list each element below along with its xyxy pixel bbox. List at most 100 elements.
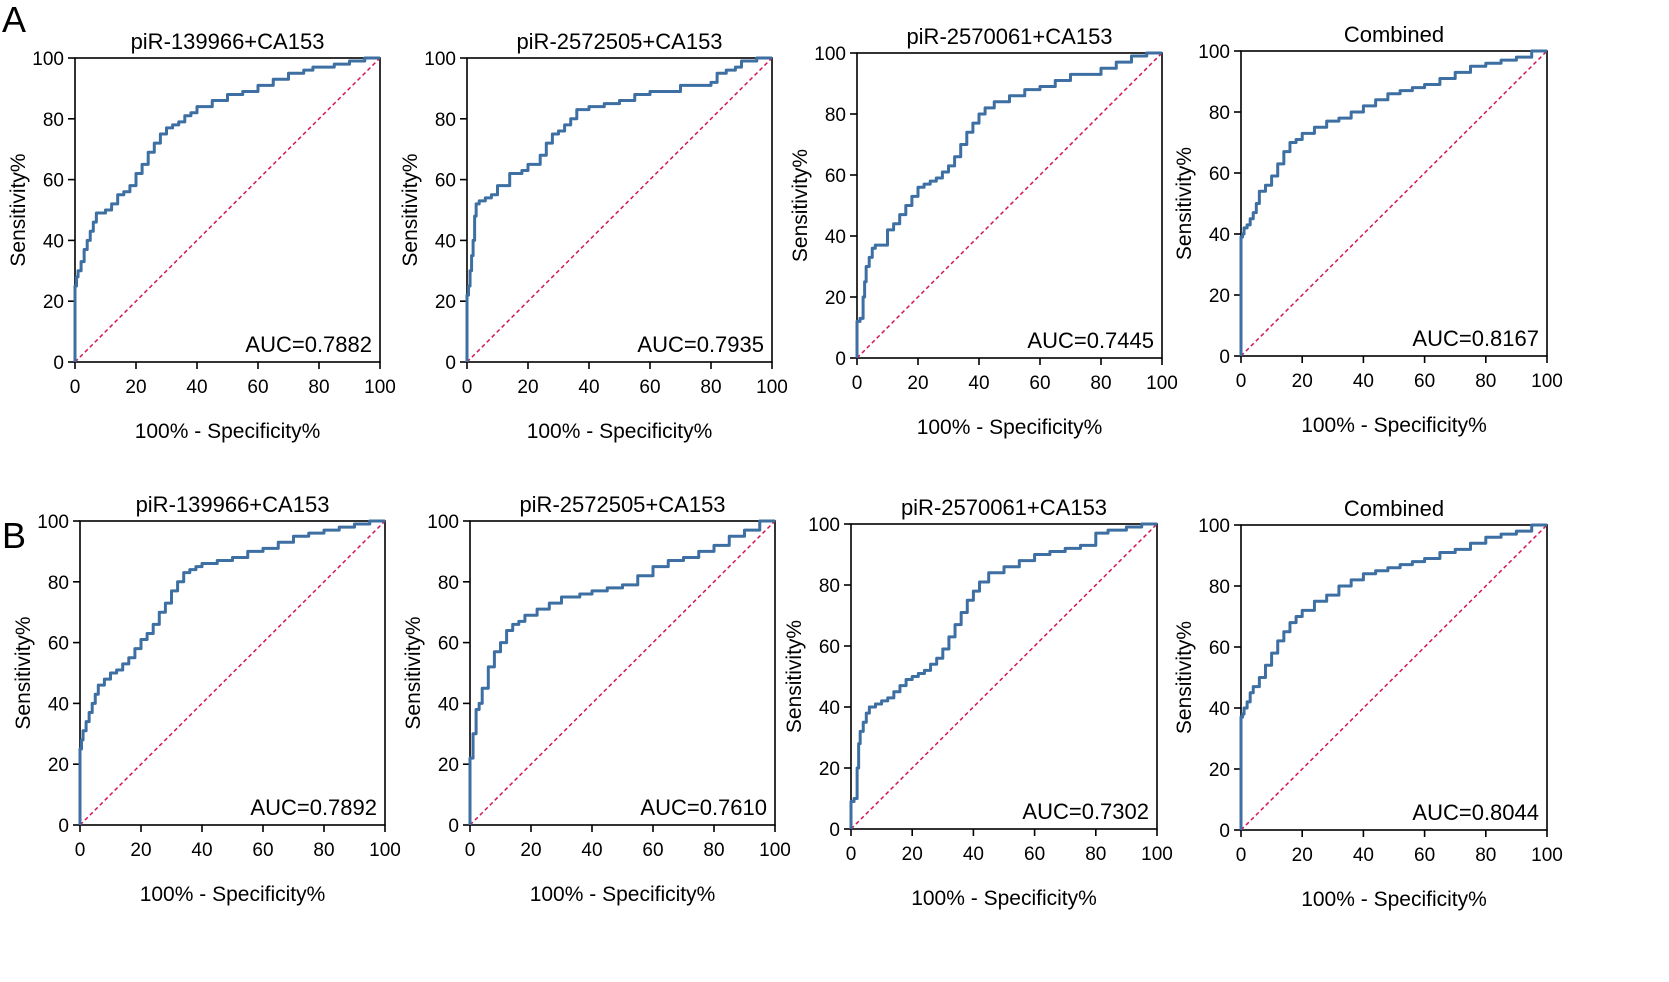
x-tick-label: 100 — [756, 377, 788, 398]
plot-frame — [466, 57, 773, 363]
chart-title: piR-139966+CA153 — [131, 29, 325, 54]
plot-frame — [850, 523, 1158, 830]
y-axis-label: Sensitivity% — [12, 616, 35, 729]
y-tick-label: 80 — [1209, 577, 1230, 598]
x-axis-label: 100% - Specificity% — [140, 883, 326, 906]
chart-title: piR-2570061+CA153 — [901, 495, 1107, 520]
x-axis-label: 100% - Specificity% — [1301, 888, 1487, 911]
y-tick-label: 80 — [1209, 103, 1230, 124]
auc-label: AUC=0.7302 — [1022, 799, 1149, 824]
x-tick-label: 20 — [902, 844, 923, 865]
x-tick-label: 20 — [125, 377, 146, 398]
x-tick-label: 40 — [581, 840, 602, 861]
x-tick-label: 60 — [642, 840, 663, 861]
x-tick-label: 100 — [1531, 371, 1563, 392]
y-tick-label: 20 — [819, 759, 840, 780]
y-tick-label: 40 — [1209, 225, 1230, 246]
roc-chart-2: piR-2572505+CA153 0 20 40 60 80 100 0 20 40 60 80 10… — [399, 29, 788, 443]
y-axis-label: Sensitivity% — [402, 616, 425, 729]
x-axis-label: 100% - Specificity% — [917, 416, 1103, 439]
y-tick-label: 40 — [825, 227, 846, 248]
x-tick-label: 60 — [1414, 371, 1435, 392]
y-tick-label: 20 — [43, 292, 64, 313]
y-tick-label: 80 — [435, 110, 456, 131]
y-tick-label: 60 — [1209, 164, 1230, 185]
roc-chart-3: piR-2570061+CA153 0 20 40 60 80 100 0 20 40 60 80 10… — [789, 24, 1178, 439]
reference-diagonal — [856, 52, 1163, 359]
y-tick-label: 40 — [48, 694, 69, 715]
x-tick-label: 40 — [191, 840, 212, 861]
x-tick-label: 80 — [1085, 844, 1106, 865]
reference-diagonal — [466, 57, 773, 363]
x-tick-label: 60 — [1024, 844, 1045, 865]
y-tick-label: 60 — [825, 166, 846, 187]
roc-curve — [855, 51, 1162, 358]
plot-frame — [469, 520, 776, 826]
x-tick-label: 0 — [852, 373, 863, 394]
y-tick-label: 100 — [32, 49, 64, 70]
y-tick-label: 0 — [829, 820, 840, 841]
x-tick-label: 40 — [578, 377, 599, 398]
y-tick-label: 0 — [58, 816, 69, 837]
y-tick-label: 100 — [424, 49, 456, 70]
y-tick-label: 60 — [435, 171, 456, 192]
roc-curve — [78, 519, 385, 825]
chart-title: Combined — [1344, 496, 1444, 521]
x-tick-label: 100 — [759, 840, 791, 861]
y-tick-label: 60 — [1209, 638, 1230, 659]
reference-diagonal — [1240, 50, 1548, 357]
chart-title: piR-2572505+CA153 — [516, 29, 722, 54]
y-tick-label: 80 — [48, 573, 69, 594]
y-tick-label: 20 — [825, 288, 846, 309]
x-tick-label: 100 — [369, 840, 401, 861]
y-tick-label: 60 — [48, 634, 69, 655]
x-axis-label: 100% - Specificity% — [911, 887, 1097, 910]
x-tick-label: 20 — [1292, 371, 1313, 392]
y-tick-label: 40 — [1209, 699, 1230, 720]
y-tick-label: 60 — [438, 634, 459, 655]
x-tick-label: 0 — [465, 840, 476, 861]
x-axis-label: 100% - Specificity% — [530, 883, 716, 906]
x-tick-label: 100 — [1146, 373, 1178, 394]
x-tick-label: 0 — [462, 377, 473, 398]
panel-label-a: A — [2, 0, 26, 40]
roc-chart-8: Combined 0 20 40 60 80 100 0 20 40 60 80 100 100% - S… — [1173, 496, 1563, 911]
plot-frame — [856, 52, 1163, 359]
reference-diagonal — [1240, 524, 1548, 831]
y-tick-label: 100 — [808, 515, 840, 536]
x-tick-label: 100 — [1141, 844, 1173, 865]
y-tick-label: 20 — [1209, 760, 1230, 781]
x-tick-label: 80 — [1475, 845, 1496, 866]
auc-label: AUC=0.8044 — [1412, 800, 1539, 825]
chart-title: Combined — [1344, 22, 1444, 47]
y-tick-label: 40 — [438, 694, 459, 715]
roc-chart-1: piR-139966+CA153 0 20 40 60 80 100 0 20 40 60 80 100… — [7, 29, 396, 443]
x-axis-label: 100% - Specificity% — [1301, 414, 1487, 437]
auc-label: AUC=0.7892 — [250, 795, 377, 820]
y-tick-label: 0 — [1219, 821, 1230, 842]
plot-frame — [74, 57, 381, 363]
x-tick-label: 80 — [700, 377, 721, 398]
y-tick-label: 100 — [37, 512, 69, 533]
x-tick-label: 40 — [1353, 845, 1374, 866]
x-tick-label: 80 — [1475, 371, 1496, 392]
reference-diagonal — [74, 57, 381, 363]
x-tick-label: 80 — [703, 840, 724, 861]
y-tick-label: 0 — [53, 353, 64, 374]
x-tick-label: 80 — [1090, 373, 1111, 394]
y-tick-label: 100 — [1198, 42, 1230, 63]
y-tick-label: 0 — [835, 349, 846, 370]
y-axis-label: Sensitivity% — [783, 620, 806, 733]
y-tick-label: 100 — [1198, 516, 1230, 537]
x-tick-label: 20 — [517, 377, 538, 398]
x-tick-label: 0 — [1236, 371, 1247, 392]
y-tick-label: 80 — [819, 576, 840, 597]
reference-diagonal — [850, 523, 1158, 830]
x-tick-label: 40 — [963, 844, 984, 865]
reference-diagonal — [469, 520, 776, 826]
auc-label: AUC=0.7445 — [1027, 328, 1154, 353]
roc-curve — [468, 519, 775, 825]
y-tick-label: 0 — [448, 816, 459, 837]
y-tick-label: 0 — [1219, 347, 1230, 368]
charts-container: piR-139966+CA153 0 20 40 60 80 100 0 20 40 60 80 100… — [7, 22, 1563, 911]
